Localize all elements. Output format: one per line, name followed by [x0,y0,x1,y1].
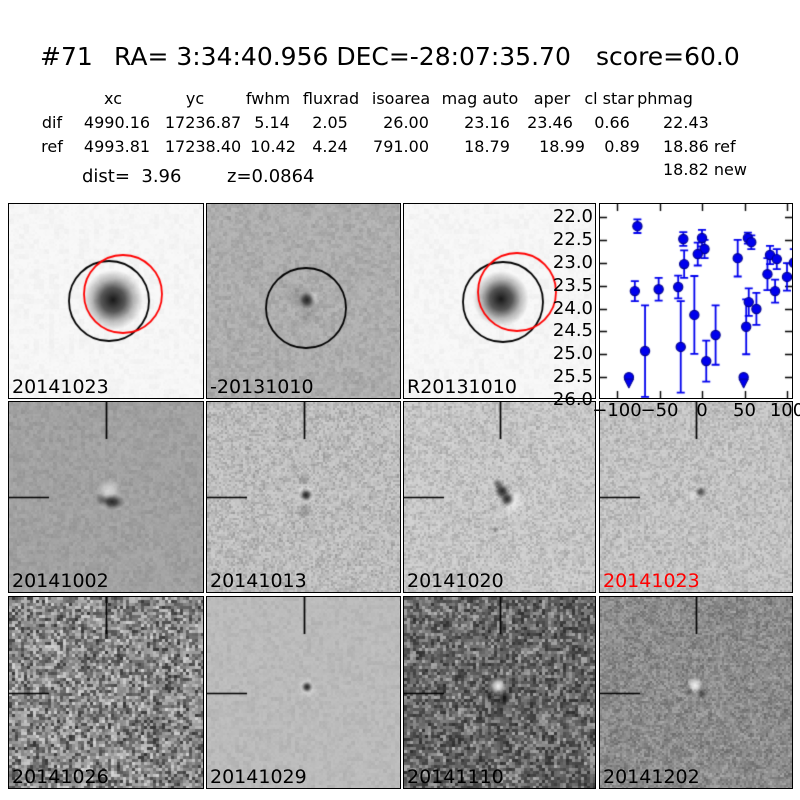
table-cell-dif-7: 0.66 [594,113,630,132]
cutout-panel-20141013: 20141013 [206,401,401,593]
table-header-isoarea: isoarea [371,89,431,108]
coordinates: RA= 3:34:40.956 DEC=-28:07:35.70 [114,42,571,71]
x-tick-label: 50 [733,400,756,421]
table-header-phmag: phmag [637,89,693,108]
cutout-panel-20141110: 20141110 [403,596,596,789]
table-header-fluxrad: fluxrad [302,89,360,108]
cutout-image [207,597,400,788]
cutout-image [600,402,792,592]
cutout-date-label: 20141202 [603,766,700,788]
cutout-date-label: -20131010 [210,376,314,398]
cutout-image [207,402,400,592]
y-tick-label: 24.5 [552,320,593,342]
cutout-date-label: 20141013 [210,570,307,592]
cutout-image [404,402,595,592]
cutout-image [9,597,203,788]
cutout-panel-20141023: 20141023 [599,401,793,593]
table-cell-ref-7: 0.89 [604,137,640,156]
table-header-yc: yc [185,89,205,108]
y-tick-label: 23.0 [552,251,593,273]
table-header-cl-star: cl star [584,89,634,108]
table-cell-dif-8: 22.43 [663,113,709,132]
cutout-date-label: 20141026 [12,766,109,788]
table-cell-ref-8: 18.86 ref [663,137,736,156]
cutout-panel-20141202: 20141202 [599,596,793,789]
y-tick-label: 25.0 [552,343,593,365]
score: score=60.0 [596,42,740,71]
table-cell-ref-3: 4.24 [312,137,348,156]
table-cell-dif-6: 23.46 [527,113,573,132]
cutout-date-label: 20141023 [603,570,700,592]
x-tick-label: 100 [769,400,800,421]
redshift-value: z=0.0864 [227,166,315,187]
table-row-label-ref: ref [41,137,63,156]
dist-value: dist= 3.96 [82,166,182,187]
cutout-image [600,597,792,788]
table-header-mag-auto: mag auto [441,89,519,108]
x-tick-label: 0 [696,400,708,421]
y-tick-label: 26.0 [552,389,593,410]
y-tick-label: 24.0 [552,297,593,319]
cutout-panel-20141002: 20141002 [8,401,204,593]
cutout-panel-20141029: 20141029 [206,596,401,789]
candidate-number: #71 [40,42,93,71]
cutout-panel-20141020: 20141020 [403,401,596,593]
y-tick-label: 25.5 [552,366,593,388]
cutout-date-label: R20131010 [407,376,517,398]
table-cell-ref-6: 18.99 [539,137,585,156]
y-tick-label: 22.5 [552,228,593,250]
table-row-label-dif: dif [41,113,63,132]
table-cell-ref-2: 10.42 [250,137,296,156]
cutout-image [9,204,203,398]
table-cell-dif-5: 23.16 [464,113,510,132]
cutout-date-label: 20141020 [407,570,504,592]
light-curve-plot [599,203,793,399]
table-cell-dif-4: 26.00 [383,113,429,132]
cutout-panel-20141026: 20141026 [8,596,204,789]
cutout-image [404,204,595,398]
table-header-xc: xc [104,89,122,108]
cutout-panel-20131010: -20131010 [206,203,401,399]
table-cell-ref-5: 18.79 [464,137,510,156]
cutout-date-label: 20141110 [407,766,504,788]
cutout-date-label: 20141023 [12,376,109,398]
cutout-image [207,204,400,398]
table-cell-dif-1: 17236.87 [164,113,242,132]
table-cell-dif-3: 2.05 [312,113,348,132]
cutout-image [404,597,595,788]
table-cell-ref-4: 791.00 [373,137,429,156]
cutout-panel-20141023: 20141023 [8,203,204,399]
phmag-new-value: 18.82 new [663,160,747,179]
y-tick-label: 22.0 [552,206,593,227]
light-curve-canvas [600,204,792,398]
cutout-date-label: 20141029 [210,766,307,788]
table-cell-ref-0: 4993.81 [83,137,151,156]
table-cell-dif-2: 5.14 [254,113,290,132]
x-tick-label: −100 [592,400,642,421]
x-tick-label: −50 [640,400,679,421]
table-cell-ref-1: 17238.40 [164,137,242,156]
table-cell-dif-0: 4990.16 [83,113,151,132]
table-header-aper: aper [533,89,571,108]
cutout-date-label: 20141002 [12,570,109,592]
table-header-fwhm: fwhm [245,89,291,108]
y-tick-label: 23.5 [552,274,593,296]
cutout-panel-R20131010: R20131010 [403,203,596,399]
cutout-image [9,402,203,592]
